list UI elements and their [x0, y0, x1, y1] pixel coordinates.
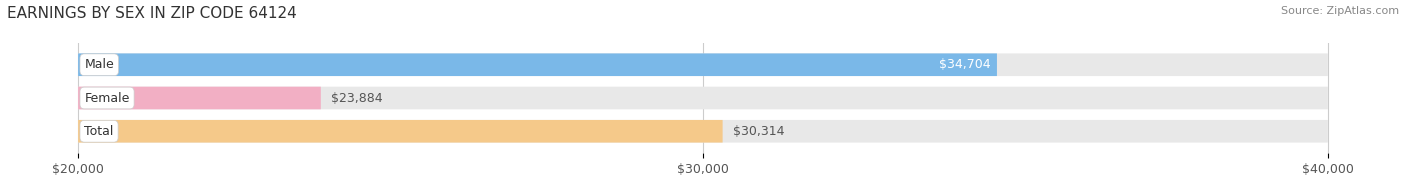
Text: $30,314: $30,314: [733, 125, 785, 138]
Text: $34,704: $34,704: [939, 58, 991, 71]
Text: Female: Female: [84, 92, 129, 104]
Text: Male: Male: [84, 58, 114, 71]
FancyBboxPatch shape: [79, 120, 1327, 142]
FancyBboxPatch shape: [79, 54, 997, 76]
FancyBboxPatch shape: [79, 87, 321, 109]
FancyBboxPatch shape: [79, 87, 1327, 109]
Text: Total: Total: [84, 125, 114, 138]
FancyBboxPatch shape: [79, 120, 723, 142]
Text: Source: ZipAtlas.com: Source: ZipAtlas.com: [1281, 6, 1399, 16]
Text: $23,884: $23,884: [330, 92, 382, 104]
FancyBboxPatch shape: [79, 54, 1327, 76]
Text: EARNINGS BY SEX IN ZIP CODE 64124: EARNINGS BY SEX IN ZIP CODE 64124: [7, 6, 297, 21]
